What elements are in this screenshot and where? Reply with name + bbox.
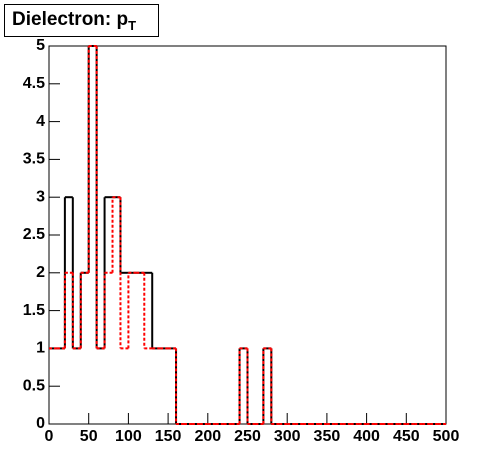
chart-title: Dielectron: pT bbox=[12, 9, 136, 33]
x-tick-label: 450 bbox=[393, 428, 420, 445]
title-subscript: T bbox=[128, 18, 136, 33]
y-tick-label: 2.5 bbox=[23, 226, 45, 243]
y-tick-label: 3 bbox=[36, 188, 45, 205]
x-tick-label: 500 bbox=[433, 428, 460, 445]
y-tick-label: 5 bbox=[36, 37, 45, 54]
x-tick-label: 50 bbox=[80, 428, 98, 445]
title-box bbox=[4, 4, 159, 37]
y-tick-label: 4 bbox=[36, 113, 45, 130]
x-tick-label: 200 bbox=[194, 428, 221, 445]
y-tick-label: 2 bbox=[36, 264, 45, 281]
x-tick-label: 400 bbox=[353, 428, 380, 445]
y-tick-label: 0.5 bbox=[23, 377, 45, 394]
y-tick-label: 3.5 bbox=[23, 151, 45, 168]
y-tick-label: 1.5 bbox=[23, 302, 45, 319]
x-tick-label: 0 bbox=[45, 428, 54, 445]
y-tick-label: 0 bbox=[36, 415, 45, 432]
x-tick-label: 250 bbox=[234, 428, 261, 445]
y-tick-label: 4.5 bbox=[23, 75, 45, 92]
x-tick-label: 300 bbox=[274, 428, 301, 445]
x-tick-label: 100 bbox=[115, 428, 142, 445]
title-main: Dielectron: p bbox=[12, 9, 128, 30]
y-tick-label: 1 bbox=[36, 340, 45, 357]
x-tick-label: 350 bbox=[314, 428, 341, 445]
x-tick-label: 150 bbox=[155, 428, 182, 445]
